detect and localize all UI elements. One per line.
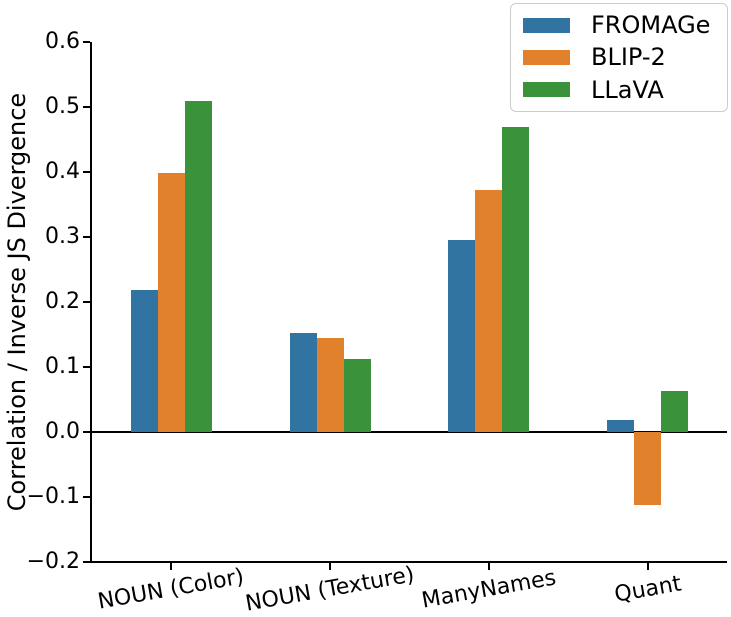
legend-label: BLIP-2 <box>591 43 666 72</box>
bar-llava <box>185 101 212 432</box>
x-tick-mark <box>646 563 649 570</box>
legend-item: LLaVA <box>523 78 715 102</box>
bar-llava <box>344 359 371 432</box>
bar-fromage <box>131 290 158 432</box>
y-tick-mark <box>83 171 90 173</box>
legend-label: FROMAGe <box>591 11 711 40</box>
bar-blip-2 <box>158 173 185 432</box>
y-tick-label: −0.1 <box>26 484 80 509</box>
bar-llava <box>661 391 688 432</box>
y-tick-mark <box>83 301 90 303</box>
y-tick-label: 0.5 <box>45 94 80 119</box>
bar-fromage <box>448 240 475 432</box>
legend-label: LLaVA <box>591 75 664 104</box>
y-tick-label: −0.2 <box>26 549 80 574</box>
y-tick-mark <box>83 496 90 498</box>
x-tick-mark <box>487 563 490 570</box>
x-category-label: Quant <box>612 571 683 608</box>
x-axis-spine <box>90 561 727 563</box>
x-tick-mark <box>170 563 173 570</box>
x-category-label: ManyNames <box>419 565 558 614</box>
x-category-label: NOUN (Color) <box>96 564 247 615</box>
y-tick-mark <box>83 366 90 368</box>
legend-swatch-icon <box>523 49 570 65</box>
bar-blip-2 <box>317 338 344 432</box>
bar-blip-2 <box>634 432 661 505</box>
bar-fromage <box>607 420 634 432</box>
y-tick-mark <box>83 561 90 563</box>
x-tick-mark <box>329 563 332 570</box>
legend: FROMAGe BLIP-2 LLaVA <box>510 3 728 112</box>
y-tick-mark <box>83 106 90 108</box>
y-tick-label: 0.6 <box>45 29 80 54</box>
y-tick-mark <box>83 41 90 43</box>
x-category-label: NOUN (Texture) <box>243 562 417 617</box>
y-tick-label: 0.0 <box>45 419 80 444</box>
y-tick-label: 0.2 <box>45 289 80 314</box>
legend-swatch-icon <box>523 82 570 98</box>
y-tick-label: 0.1 <box>45 354 80 379</box>
y-axis-spine <box>90 42 92 562</box>
y-tick-label: 0.3 <box>45 224 80 249</box>
y-tick-mark <box>83 236 90 238</box>
bar-fromage <box>290 333 317 432</box>
legend-item: BLIP-2 <box>523 45 715 69</box>
bar-llava <box>502 127 529 432</box>
y-tick-label: 0.4 <box>45 159 80 184</box>
bar-blip-2 <box>475 190 502 432</box>
legend-item: FROMAGe <box>523 13 715 37</box>
zero-baseline <box>90 431 727 433</box>
legend-swatch-icon <box>523 17 570 33</box>
y-tick-mark <box>83 431 90 433</box>
